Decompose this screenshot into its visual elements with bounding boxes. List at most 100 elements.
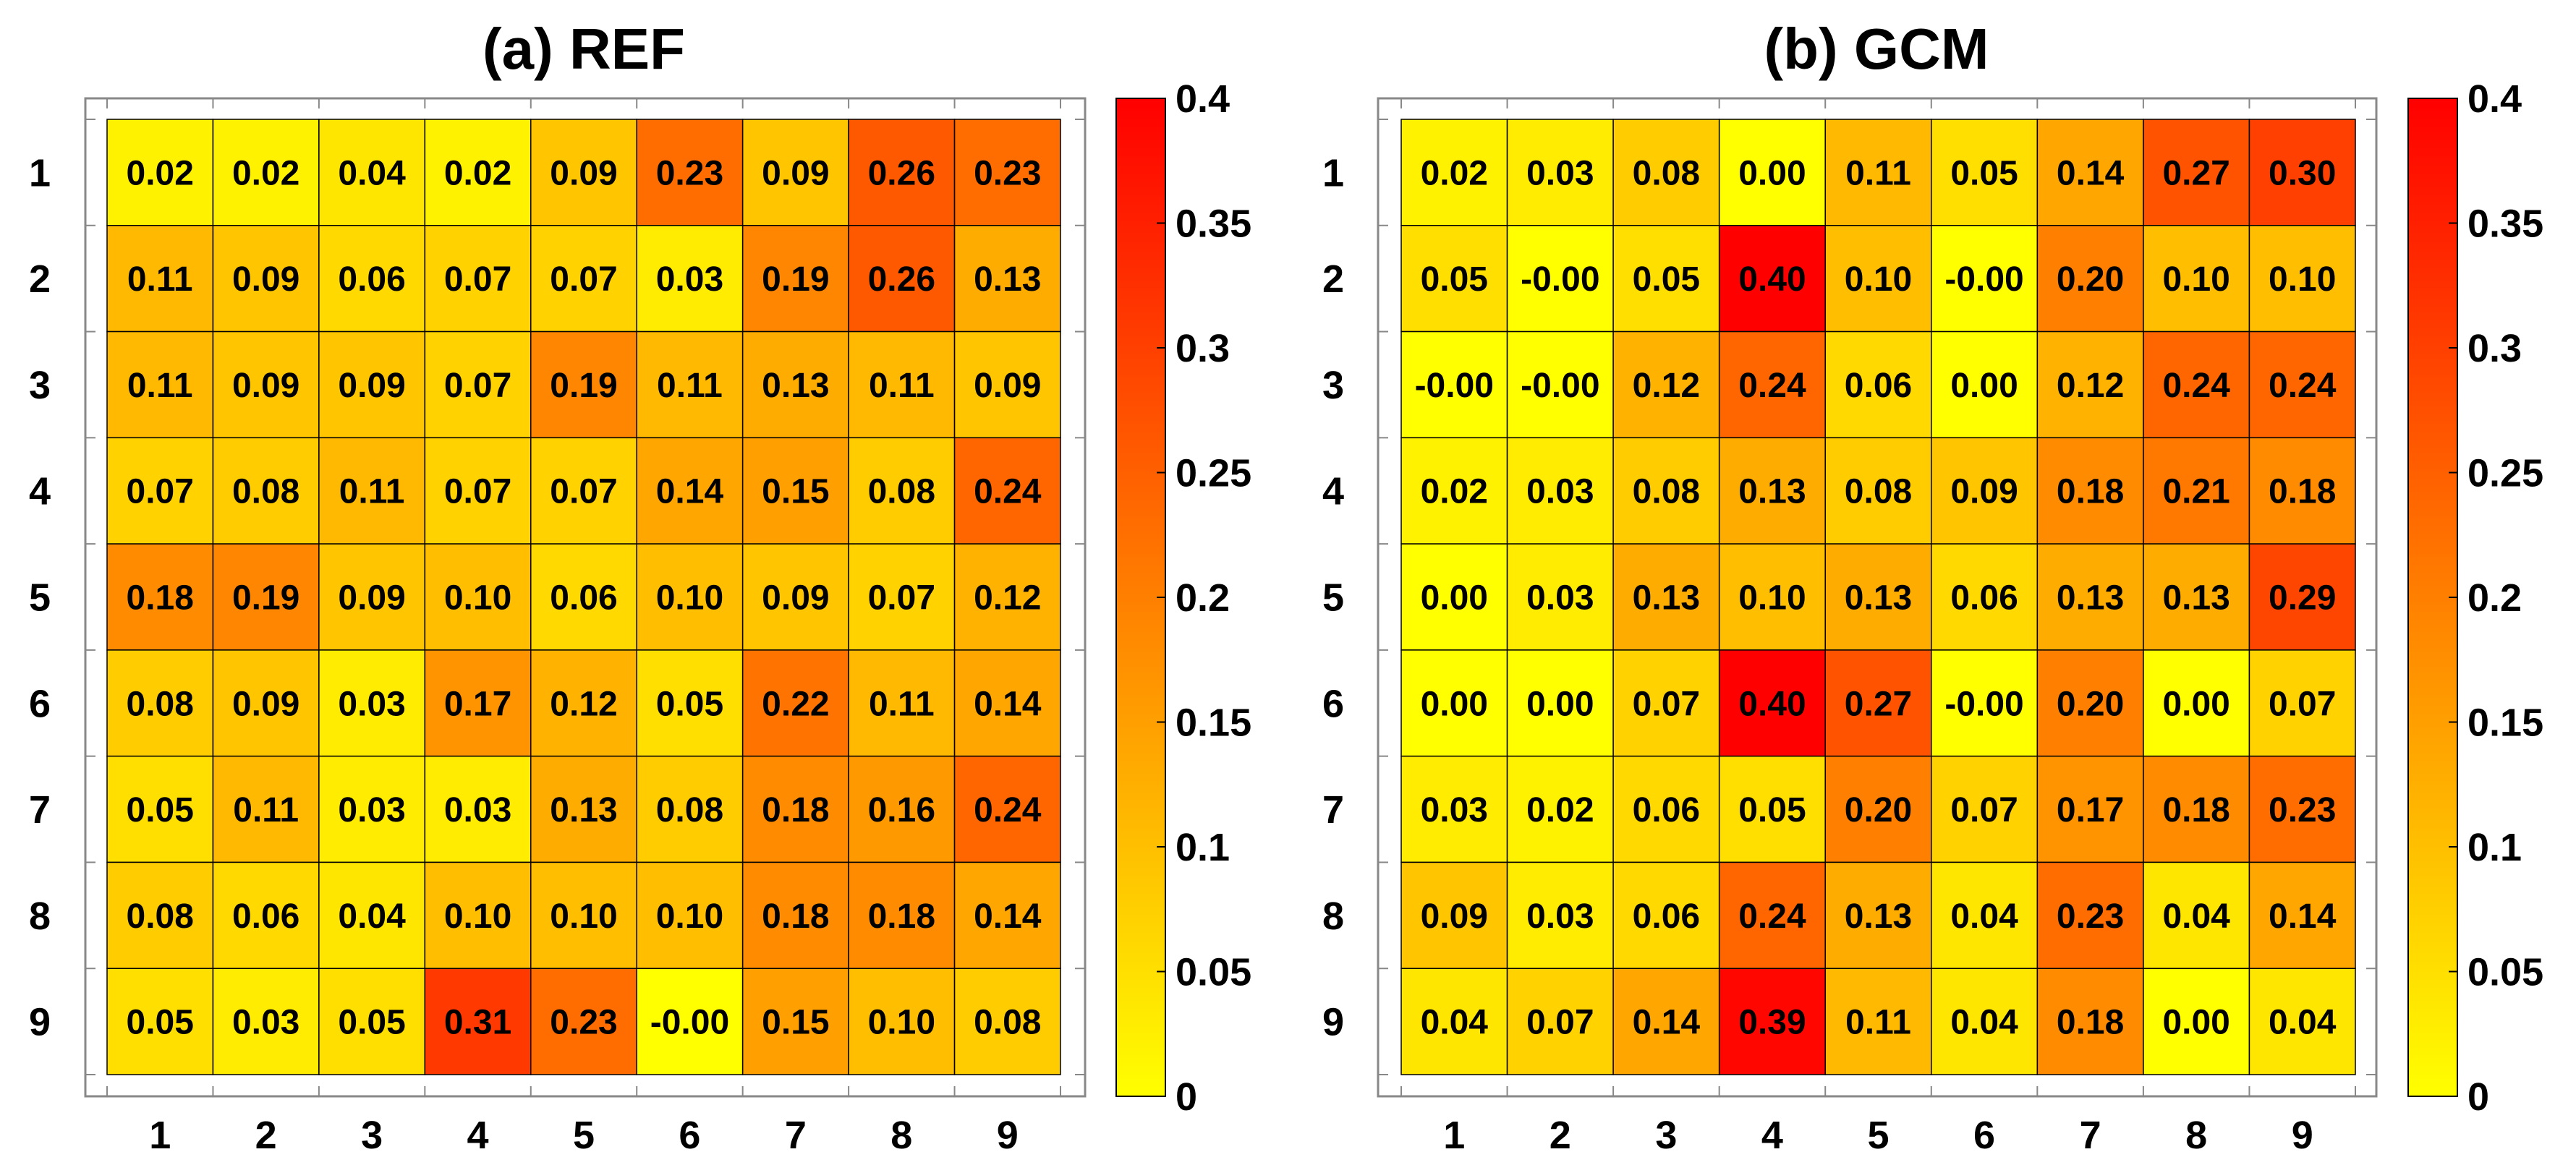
x-tick-label: 9 — [2292, 1114, 2313, 1157]
cell-value-label: 0.13 — [1633, 579, 1700, 618]
heatmap-cell — [1718, 437, 1826, 545]
y-tick-label: 8 — [1322, 895, 1344, 938]
heatmap-cell — [1718, 649, 1826, 757]
cell-value-label: 0.06 — [232, 897, 299, 936]
cell-value-label: 0.40 — [1738, 260, 1806, 299]
heatmap-cell — [2036, 543, 2144, 651]
cell-value-label: 0.04 — [2162, 897, 2230, 936]
cell-value-label: 0.14 — [2057, 154, 2125, 192]
cell-value-label: 0.04 — [2269, 1004, 2337, 1042]
heatmap-cell — [1931, 543, 2039, 651]
cell-value-label: 0.14 — [656, 473, 724, 511]
y-tick-label: 4 — [1322, 470, 1344, 513]
heatmap-cell — [2036, 649, 2144, 757]
heatmap-cell — [1506, 225, 1614, 333]
cell-value-label: 0.00 — [1738, 154, 1806, 192]
y-tick-label: 4 — [29, 470, 51, 513]
x-tick-label: 6 — [1973, 1114, 1995, 1157]
heatmap-cell — [848, 330, 956, 439]
cell-value-label: 0.05 — [1738, 791, 1806, 829]
cell-value-label: 0.00 — [1421, 579, 1488, 618]
cell-value-label: 0.03 — [338, 791, 405, 829]
cell-value-label: 0.05 — [338, 1004, 405, 1042]
cell-value-label: 0.13 — [1738, 473, 1806, 511]
cell-value-label: 0.12 — [974, 579, 1041, 618]
heatmap-cell — [106, 968, 214, 1075]
cell-value-label: 0.24 — [974, 473, 1042, 511]
heatmap-cell — [1506, 649, 1614, 757]
cell-value-label: 0.20 — [2057, 260, 2124, 299]
heatmap-cell — [2143, 330, 2250, 439]
heatmap-cell — [1506, 968, 1614, 1075]
cell-value-label: 0.18 — [127, 579, 194, 618]
cell-value-label: 0.10 — [1738, 579, 1806, 618]
cell-value-label: 0.07 — [1633, 685, 1700, 723]
heatmap-cell — [1718, 330, 1826, 439]
cell-value-label: 0.02 — [1421, 473, 1488, 511]
x-tick-label: 1 — [1443, 1114, 1465, 1157]
heatmap-cell — [1506, 119, 1614, 226]
heatmap-cell — [636, 119, 744, 226]
colorbar-tick-label: 0.4 — [2467, 77, 2522, 121]
y-tick-label: 3 — [1322, 364, 1344, 407]
cell-value-label: -0.00 — [1521, 367, 1599, 405]
heatmap-cell — [953, 225, 1061, 333]
heatmap-cell — [2036, 119, 2144, 226]
y-tick-label: 7 — [1322, 788, 1344, 832]
cell-value-labels: 0.02 0.03 0.08 0.00 0.11 0.05 0.14 0.27 0.30 0.05… — [1415, 154, 2337, 1041]
y-tick-labels: 1 2 3 4 5 6 7 8 9 — [1322, 151, 1344, 1044]
x-tick-label: 8 — [2185, 1114, 2207, 1157]
heatmap-cell — [1506, 543, 1614, 651]
colorbar-tick-label: 0.35 — [1176, 202, 1251, 246]
heatmap-cell — [1400, 330, 1508, 439]
cell-value-label: 0.09 — [762, 579, 829, 618]
cell-value-label: 0.26 — [868, 154, 935, 192]
heatmap-cell — [1824, 437, 1932, 545]
y-tick-label: 8 — [29, 895, 51, 938]
colorbar-tick-labels: 0 0.05 0.1 0.15 0.2 0.25 0.3 0.35 0.4 — [2449, 77, 2543, 1119]
heatmap-cell — [848, 437, 956, 545]
cell-value-label: 0.08 — [127, 685, 194, 723]
heatmap-cell — [106, 861, 214, 969]
cell-value-label: 0.03 — [444, 791, 511, 829]
heatmap-cell — [318, 755, 426, 863]
cell-value-label: 0.08 — [974, 1004, 1041, 1042]
cell-value-label: 0.21 — [2162, 473, 2229, 511]
y-tick-label: 7 — [29, 788, 51, 832]
heatmap-cell — [424, 225, 532, 333]
x-tick-label: 1 — [149, 1114, 171, 1157]
heatmap-cell — [2036, 225, 2144, 333]
heatmap-cell — [953, 968, 1061, 1075]
cell-value-label: 0.18 — [868, 897, 935, 936]
cell-value-label: 0.24 — [1738, 367, 1806, 405]
heatmap-cell — [953, 649, 1061, 757]
heatmap-cell — [424, 755, 532, 863]
heatmap-cell — [106, 543, 214, 651]
heatmap-cell — [636, 330, 744, 439]
colorbar-tick-label: 0.25 — [1176, 452, 1251, 495]
x-tick-label: 7 — [785, 1114, 807, 1157]
cell-value-label: 0.03 — [1421, 791, 1488, 829]
cell-value-label: 0.19 — [762, 260, 829, 299]
cell-value-label: 0.09 — [232, 685, 299, 723]
panel-gcm: (b) GCM 0.02 0.03 0.08 0.00 0.11 0.05 0.14 0.27… — [1322, 17, 2543, 1157]
heatmap-cell — [1400, 437, 1508, 545]
cell-value-label: 0.07 — [1526, 1004, 1594, 1042]
heatmap-cell — [1718, 543, 1826, 651]
heatmap-cell — [636, 861, 744, 969]
heatmap-cell — [2248, 861, 2356, 969]
cell-value-label: 0.39 — [1738, 1004, 1806, 1042]
heatmap-cell — [848, 649, 956, 757]
x-tick-labels: 1 2 3 4 5 6 7 8 9 — [149, 1114, 1019, 1157]
cell-value-label: 0.09 — [232, 367, 299, 405]
cell-value-label: 0.23 — [974, 154, 1041, 192]
cell-value-label: 0.18 — [2269, 473, 2336, 511]
heatmap-cell — [1400, 119, 1508, 226]
y-tick-label: 3 — [29, 364, 51, 407]
heatmap-cell — [318, 225, 426, 333]
cell-value-label: 0.11 — [127, 367, 193, 405]
y-tick-label: 9 — [29, 1001, 51, 1044]
colorbar-tick-label: 0.35 — [2467, 202, 2543, 246]
cell-value-label: 0.08 — [1633, 154, 1700, 192]
colorbar-tick-label: 0.3 — [1176, 327, 1230, 370]
